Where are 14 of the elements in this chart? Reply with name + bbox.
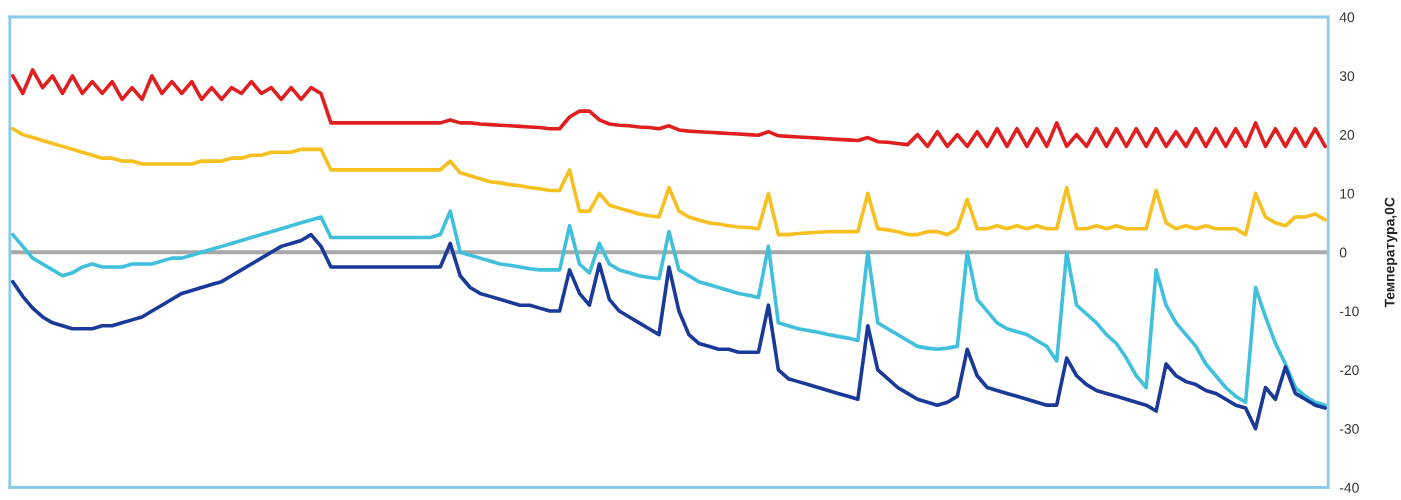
line-series — [10, 126, 1327, 237]
line-series — [10, 232, 1327, 431]
y-tick-label: -20 — [1339, 365, 1359, 376]
y-tick-label: -10 — [1339, 306, 1359, 317]
y-tick-label: -30 — [1339, 424, 1359, 434]
y-tick-label: 40 — [1339, 12, 1355, 23]
y-axis-title: Температура,0C — [1384, 197, 1398, 308]
y-tick-label: 0 — [1339, 247, 1347, 258]
y-tick-label: 10 — [1340, 188, 1355, 199]
y-tick-label: 20 — [1339, 129, 1355, 140]
line-series — [10, 68, 1327, 149]
y-tick-label: 30 — [1339, 71, 1355, 81]
line-series — [10, 209, 1327, 407]
y-tick-label: -40 — [1339, 482, 1359, 493]
